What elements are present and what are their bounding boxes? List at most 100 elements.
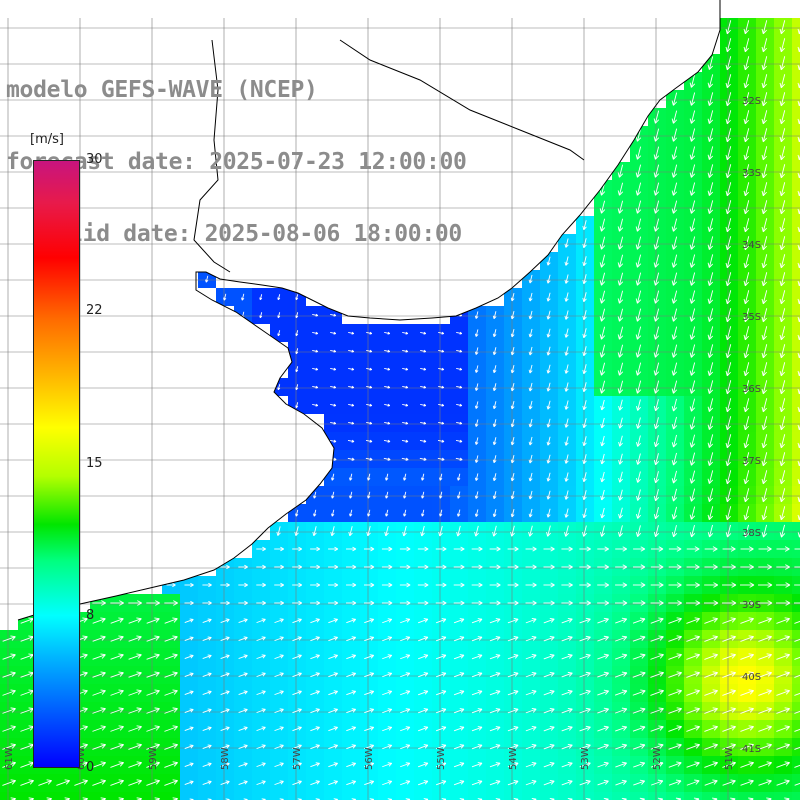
wind-arrow	[635, 164, 642, 178]
wind-arrow	[510, 454, 515, 464]
wind-arrow	[650, 725, 664, 732]
wind-arrow	[453, 564, 465, 570]
wind-cell	[792, 360, 800, 378]
wind-arrow	[632, 617, 646, 624]
wind-arrow	[419, 439, 427, 443]
wind-arrow	[471, 726, 483, 732]
wind-arrow	[295, 384, 299, 391]
wind-cell	[792, 162, 800, 180]
wind-arrow	[385, 491, 389, 499]
wind-arrow	[597, 582, 610, 588]
wind-arrow	[292, 636, 302, 642]
wind-arrow	[779, 182, 786, 197]
wind-arrow	[457, 473, 461, 481]
wind-arrow	[507, 708, 519, 714]
wind-arrow	[582, 490, 587, 501]
colorbar-tick-30: 30	[86, 152, 103, 167]
wind-arrow	[363, 600, 375, 606]
wind-arrow	[689, 74, 696, 88]
wind-arrow	[525, 744, 537, 750]
wind-arrow	[725, 236, 732, 251]
wind-arrow	[761, 362, 768, 377]
wind-cell	[486, 792, 504, 800]
wind-arrow	[689, 200, 696, 214]
wind-arrow	[92, 725, 106, 732]
wind-arrow	[382, 744, 393, 750]
wind-arrow	[310, 708, 320, 714]
wind-arrow	[110, 671, 124, 678]
wind-arrow	[164, 725, 178, 732]
wind-arrow	[492, 525, 497, 537]
wind-arrow	[310, 690, 320, 696]
wind-arrow	[238, 762, 248, 768]
wind-arrow	[671, 362, 678, 376]
wind-arrow	[202, 654, 212, 659]
lat-lon-grid	[0, 18, 800, 800]
wind-arrow	[146, 725, 160, 732]
wind-arrow	[582, 400, 587, 411]
wind-arrow	[546, 436, 551, 446]
wind-arrow	[507, 564, 519, 570]
wind-arrow	[653, 471, 660, 484]
wind-arrow	[707, 308, 714, 322]
wind-arrow	[238, 618, 248, 624]
wind-arrow	[346, 618, 357, 624]
wind-arrow	[20, 617, 34, 624]
wind-arrow	[704, 546, 718, 552]
wind-arrow	[471, 744, 483, 750]
wind-arrow	[761, 452, 768, 467]
wind-arrow	[507, 600, 519, 606]
lat-label: 35S	[742, 312, 761, 323]
wind-arrow	[635, 128, 642, 142]
wind-arrow	[385, 509, 389, 517]
wind-arrow	[439, 491, 443, 499]
wind-arrow	[546, 508, 551, 518]
wind-arrow	[582, 256, 587, 267]
wind-arrow	[277, 330, 281, 337]
wind-arrow	[725, 290, 732, 305]
wind-cell	[720, 792, 738, 800]
wind-arrow	[492, 365, 497, 374]
wind-arrow	[310, 762, 320, 768]
wind-arrow	[364, 618, 375, 624]
wind-arrow	[725, 146, 732, 161]
wind-arrow	[635, 380, 642, 394]
wind-arrow	[128, 653, 142, 660]
wind-cell	[594, 792, 612, 800]
wind-arrow	[650, 564, 664, 570]
wind-arrow	[474, 509, 479, 517]
wind-arrow	[310, 564, 321, 570]
wind-arrow	[346, 708, 357, 714]
wind-arrow	[686, 671, 700, 678]
wind-arrow	[110, 689, 124, 696]
wind-arrow	[507, 582, 519, 588]
colorbar-tick-8: 8	[86, 608, 95, 623]
wind-arrow	[92, 635, 106, 642]
wind-arrow	[761, 308, 768, 323]
wind-cell	[792, 216, 800, 234]
wind-arrow	[489, 726, 501, 732]
wind-arrow	[220, 708, 230, 714]
wind-arrow	[758, 600, 773, 606]
wind-arrow	[274, 618, 284, 624]
wind-arrow	[653, 146, 660, 160]
wind-arrow	[725, 38, 732, 53]
wind-arrow	[400, 708, 411, 714]
lat-label: 32S	[742, 96, 761, 107]
wind-arrow	[618, 399, 623, 411]
wind-arrow	[618, 471, 623, 483]
wind-cell	[792, 450, 800, 468]
wind-arrow	[329, 439, 337, 443]
wind-arrow	[653, 272, 660, 286]
wind-arrow	[779, 326, 786, 341]
wind-arrow	[492, 509, 497, 518]
wind-cell	[540, 792, 558, 800]
wind-arrow	[401, 439, 409, 443]
wind-arrow	[164, 671, 178, 678]
wind-arrow	[779, 128, 786, 143]
wind-arrow	[653, 507, 660, 520]
wind-cell	[792, 288, 800, 306]
wind-arrow	[453, 708, 465, 714]
wind-arrow	[650, 671, 664, 678]
wind-arrow	[382, 762, 393, 768]
